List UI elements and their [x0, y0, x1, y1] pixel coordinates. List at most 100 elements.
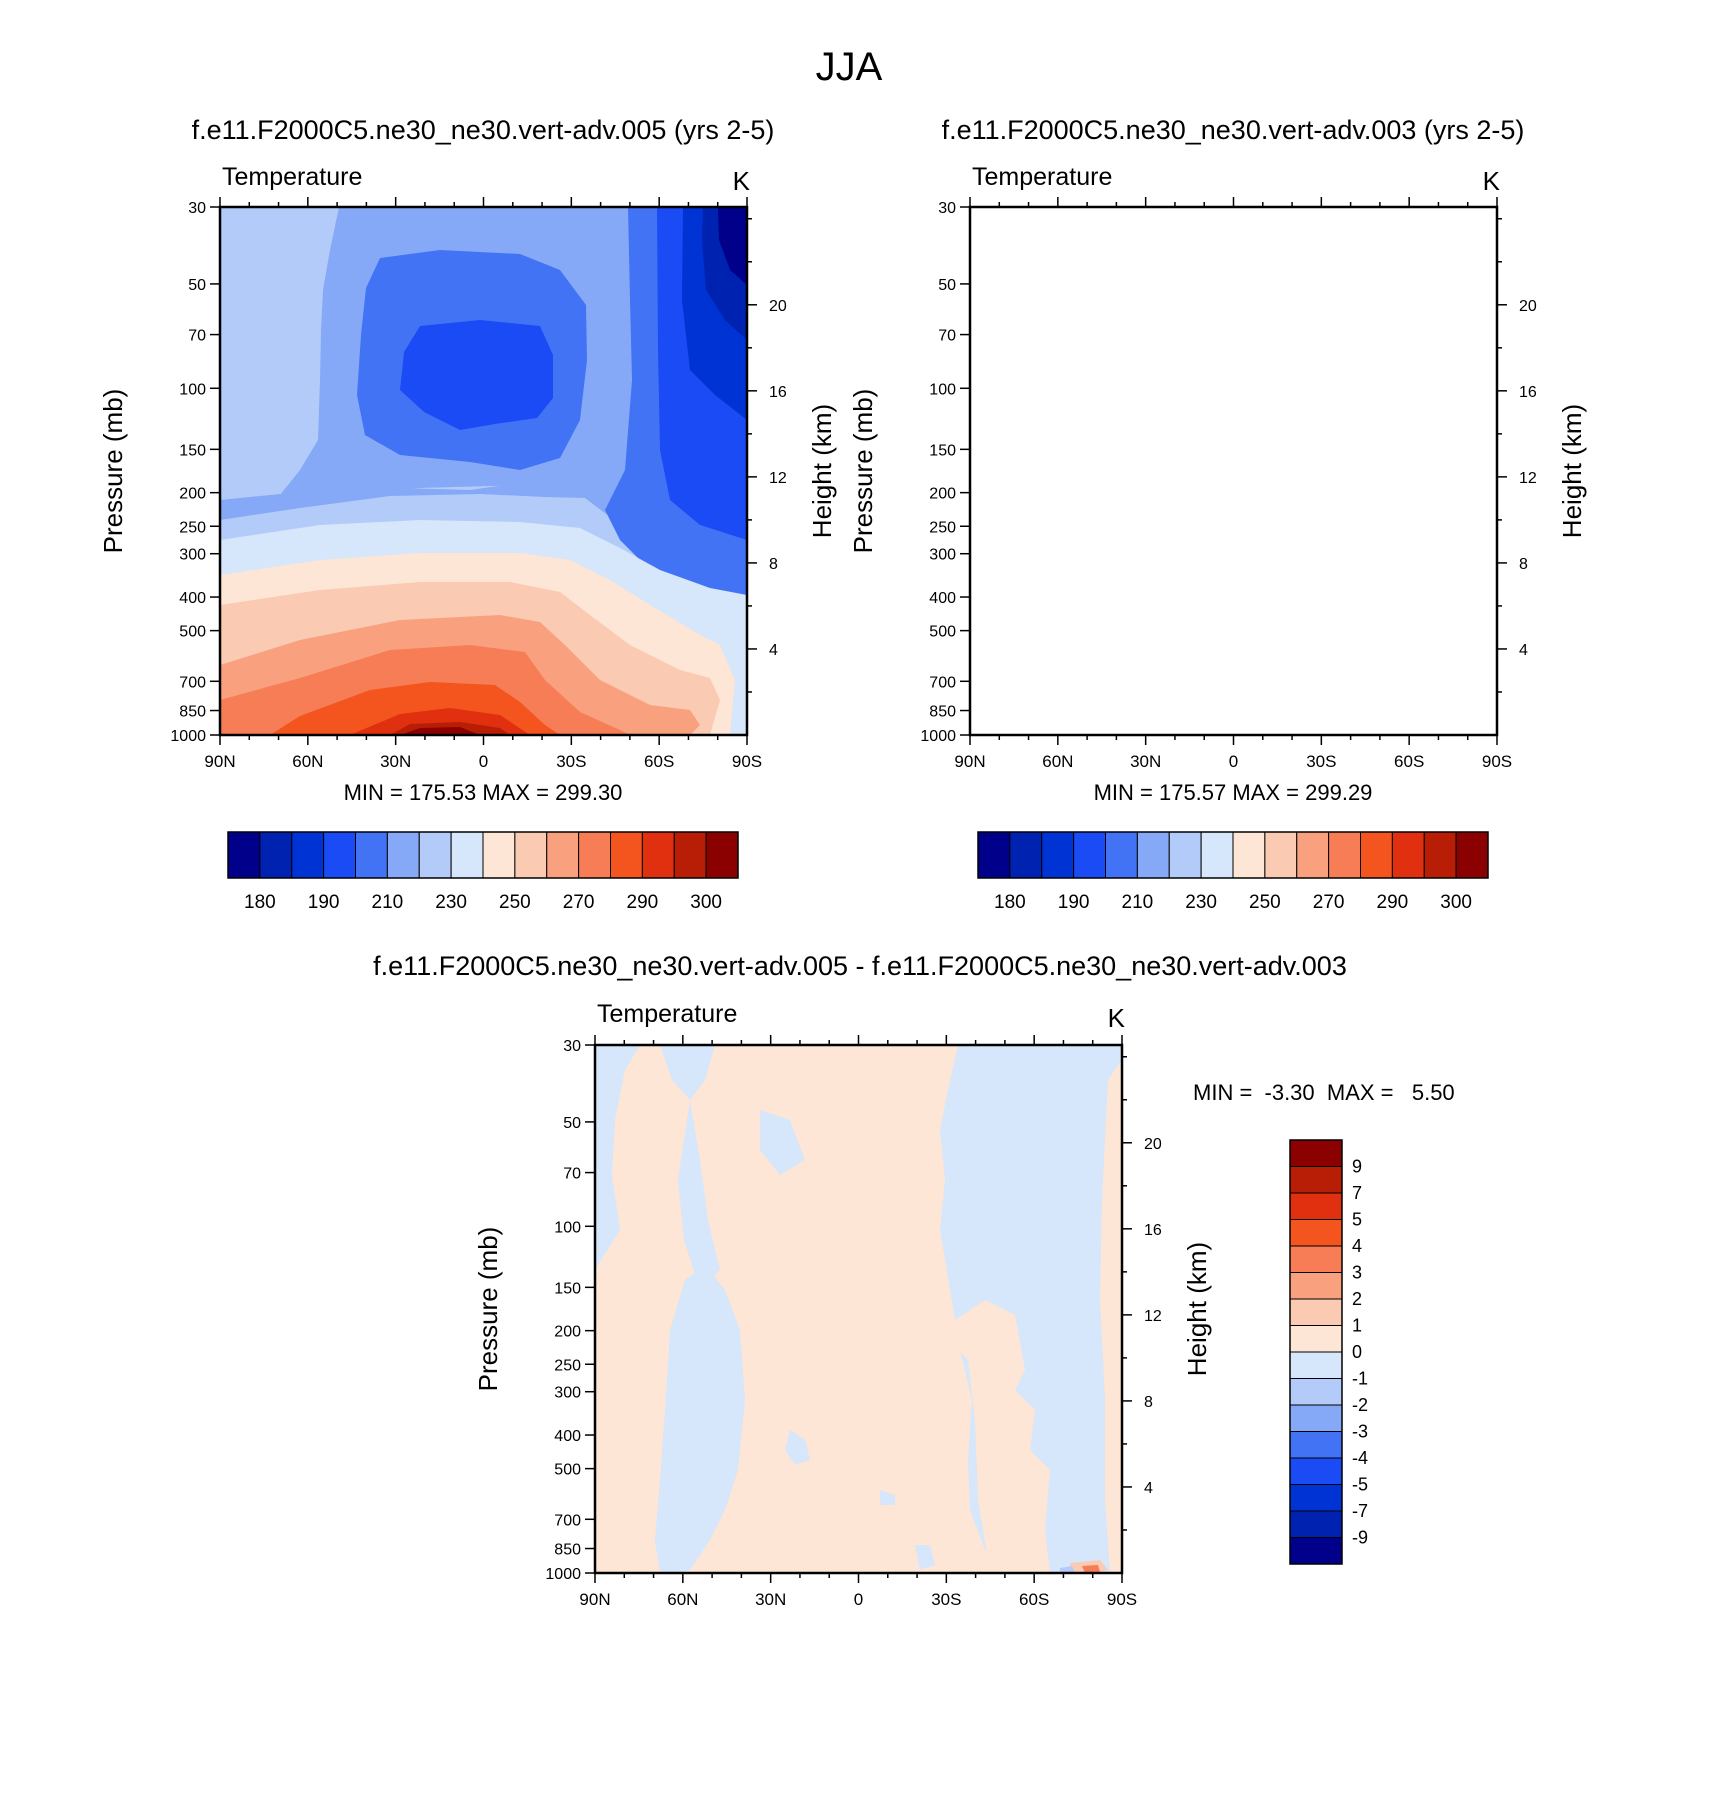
panel-3-right-string: K — [1108, 1003, 1126, 1033]
x-tick-label: 30N — [1130, 752, 1161, 771]
colorbar-swatch — [1009, 831, 1043, 879]
contour-level-pos-j — [940, 1300, 1050, 1573]
contour-level-neg-h — [915, 1545, 935, 1570]
y-tick-label: 200 — [554, 1324, 581, 1341]
y-tick-label: 200 — [929, 486, 956, 503]
colorbar-swatch — [1105, 831, 1138, 879]
colorbar-swatch — [1289, 1245, 1343, 1273]
panel-3: f.e11.F2000C5.ne30_ne30.vert-adv.005 - f… — [373, 951, 1455, 1609]
colorbar-swatch — [1232, 831, 1266, 879]
colorbar-swatch — [1289, 1325, 1343, 1353]
y-tick-label: 150 — [179, 442, 206, 459]
contour-level-200 — [1107, 250, 1337, 470]
colorbar-swatch — [1391, 831, 1425, 879]
y-right-tick-label: 20 — [1144, 1136, 1162, 1153]
y-tick-label: 850 — [929, 704, 956, 721]
colorbar-swatch — [291, 831, 325, 879]
panel-2-left-string: Temperature — [972, 163, 1112, 191]
panel-1-colorbar: 180 190 210 230 250 270 290 300 — [227, 831, 739, 913]
y-right-axis-title: Height (km) — [1557, 404, 1587, 538]
panel-3-axes: 90N 60N 30N 0 30S 60S 90S 30 50 70 100 150 200 250 300… — [473, 1035, 1212, 1609]
contour-level-200-poleward — [1355, 207, 1497, 600]
colorbar-swatch — [227, 831, 261, 879]
contour-level-300 — [400, 727, 480, 735]
panel-2-stats: MIN = 175.57 MAX = 299.29 — [1094, 780, 1373, 805]
y-tick-label: 100 — [554, 1219, 581, 1236]
colorbar-swatch — [386, 831, 420, 879]
colorbar-label: 210 — [1122, 892, 1154, 913]
colorbar-frame — [1289, 1139, 1343, 1565]
contour-level-175 — [1468, 207, 1497, 285]
y-tick-label: 150 — [554, 1280, 581, 1297]
figure-title: JJA — [816, 45, 883, 89]
colorbar-label: 180 — [994, 892, 1026, 913]
colorbar-label: 4 — [1352, 1236, 1362, 1256]
colorbar-swatch — [450, 831, 484, 879]
y-tick-label: 100 — [929, 381, 956, 398]
y-right-tick-label: 12 — [769, 470, 787, 487]
y-right-axis-title: Height (km) — [807, 404, 837, 538]
panel-2-contour-field — [970, 207, 1497, 735]
y-right-tick-label: 20 — [769, 298, 787, 315]
contour-level-190-poleward — [1407, 207, 1497, 540]
colorbar-label: 210 — [372, 892, 404, 913]
y-tick-label: 300 — [554, 1385, 581, 1402]
colorbar-swatch — [1289, 1192, 1343, 1220]
colorbar-label: 190 — [1058, 892, 1090, 913]
y-right-tick-label: 8 — [1144, 1394, 1153, 1411]
colorbar-swatch — [705, 831, 739, 879]
y-tick-label: 30 — [938, 200, 956, 217]
panel-1: f.e11.F2000C5.ne30_ne30.vert-adv.005 (yr… — [98, 115, 837, 913]
y-tick-label: 1000 — [170, 728, 206, 745]
colorbar-swatch — [1289, 1219, 1343, 1247]
colorbar-label: 230 — [435, 892, 467, 913]
panel-1-contour-field — [220, 207, 747, 735]
colorbar-label: -2 — [1352, 1395, 1368, 1415]
contour-level-290 — [1100, 708, 1280, 735]
panel-1-left-string: Temperature — [222, 163, 362, 191]
contour-level-270 — [970, 645, 1380, 735]
contour-level-neg-f — [785, 1430, 810, 1465]
contour-level-pos-k — [1100, 1060, 1122, 1573]
colorbar-label: 270 — [563, 892, 595, 913]
colorbar-swatch — [1289, 1272, 1343, 1300]
y-right-tick-label: 12 — [1519, 470, 1537, 487]
contour-level-185 — [1432, 207, 1497, 420]
panel-3-left-string: Temperature — [597, 1000, 737, 1028]
y-tick-label: 500 — [554, 1462, 581, 1479]
colorbar-swatch — [1289, 1298, 1343, 1326]
panel-3-stats: MIN = -3.30 MAX = 5.50 — [1193, 1080, 1455, 1105]
x-tick-label: 90N — [954, 752, 985, 771]
colorbar-label: -5 — [1352, 1475, 1368, 1495]
contour-level-190 — [1150, 320, 1303, 430]
x-tick-label: 60S — [644, 752, 674, 771]
y-tick-label: 70 — [938, 328, 956, 345]
y-tick-label: 500 — [179, 624, 206, 641]
y-tick-label: 250 — [929, 519, 956, 536]
contour-level-210-cap — [1030, 207, 1325, 495]
colorbar-label: -1 — [1352, 1369, 1368, 1389]
x-tick-label: 30N — [755, 1590, 786, 1609]
x-tick-label: 60N — [667, 1590, 698, 1609]
colorbar-swatch — [1455, 831, 1489, 879]
y-tick-label: 50 — [563, 1115, 581, 1132]
y-right-tick-label: 16 — [1144, 1222, 1162, 1239]
panel-1-stats: MIN = 175.53 MAX = 299.30 — [344, 780, 623, 805]
x-tick-label: 0 — [1229, 752, 1238, 771]
colorbar-label: 250 — [499, 892, 531, 913]
y-right-tick-label: 4 — [1144, 1480, 1153, 1497]
contour-level-pos-m — [1082, 1565, 1100, 1573]
colorbar-frame — [227, 831, 739, 879]
panel-2-right-string: K — [1483, 166, 1501, 196]
colorbar-label: 250 — [1249, 892, 1281, 913]
colorbar-swatch — [1296, 831, 1330, 879]
colorbar-swatch — [1289, 1537, 1343, 1565]
y-axis-title: Pressure (mb) — [473, 1227, 503, 1392]
colorbar-swatch — [1289, 1139, 1343, 1167]
panel-1-right-string: K — [733, 166, 751, 196]
colorbar-swatch — [1289, 1404, 1343, 1432]
colorbar-swatch — [418, 831, 452, 879]
x-tick-label: 30S — [1306, 752, 1336, 771]
y-tick-label: 400 — [929, 590, 956, 607]
colorbar-swatch — [482, 831, 516, 879]
